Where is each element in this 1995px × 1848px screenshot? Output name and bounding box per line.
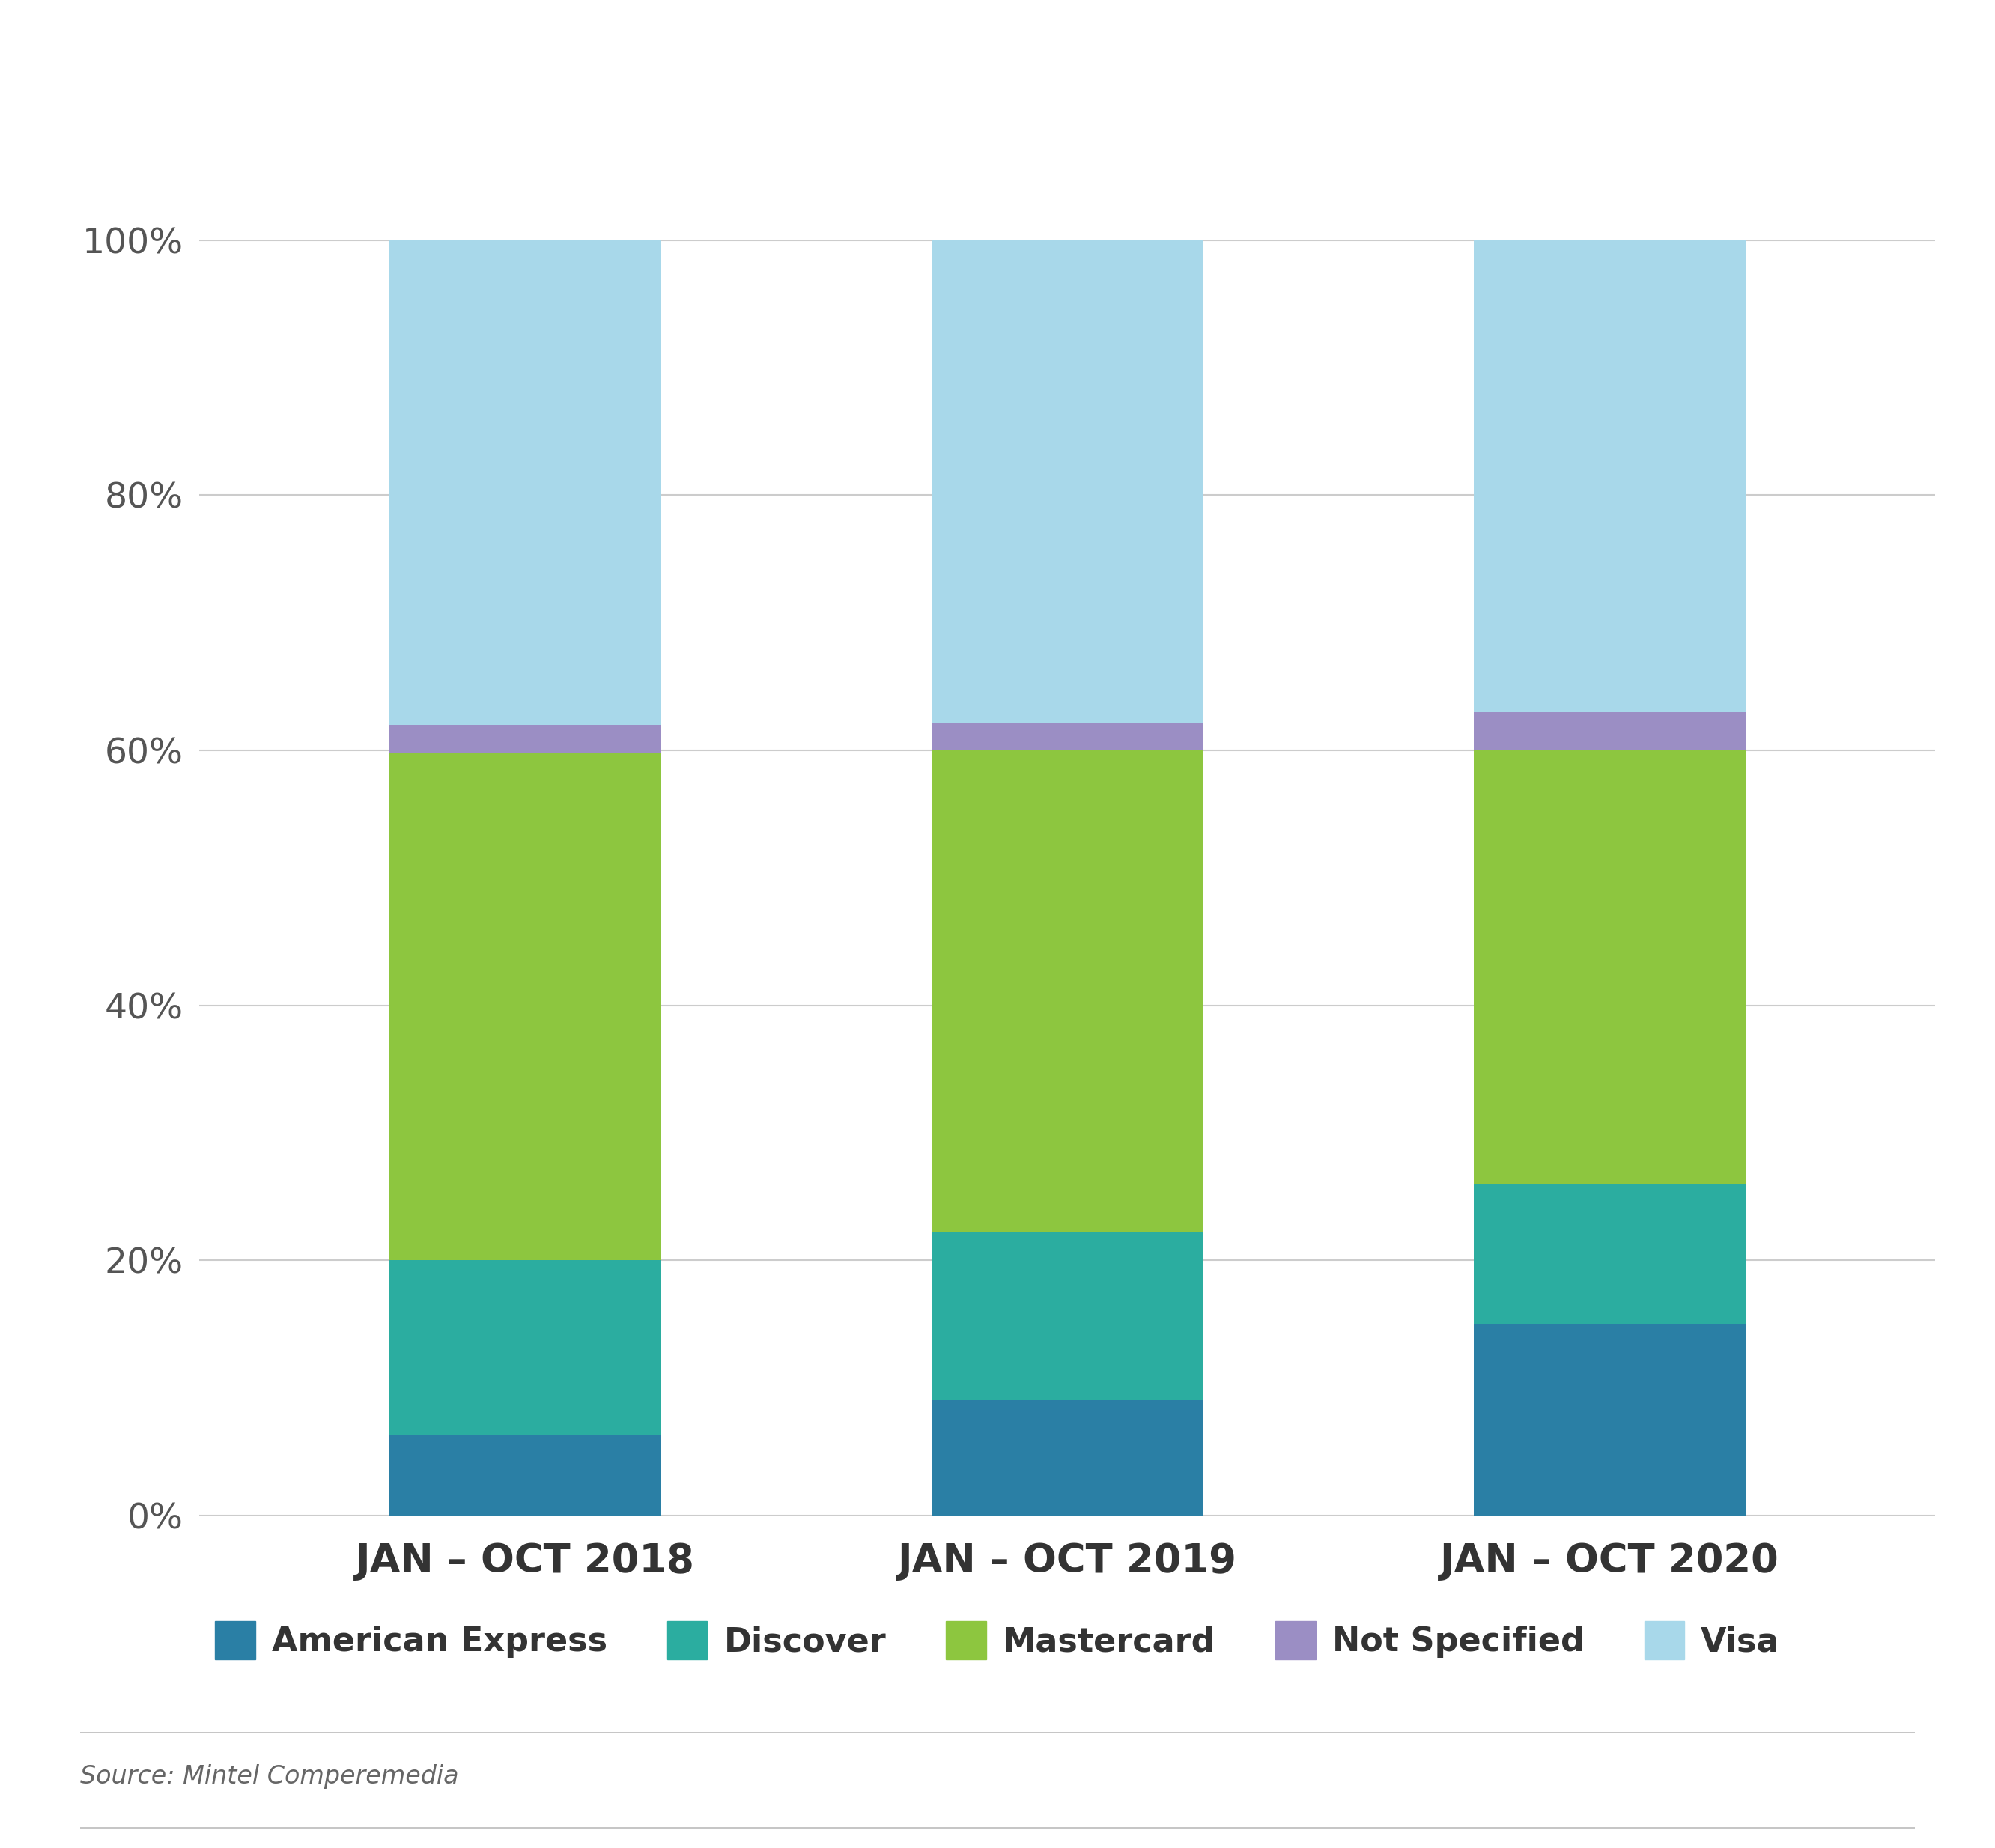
Bar <box>389 240 660 724</box>
Bar <box>932 723 1203 750</box>
Bar <box>932 240 1203 723</box>
Bar <box>1474 1185 1746 1323</box>
Bar <box>1474 1323 1746 1515</box>
Bar <box>389 1260 660 1436</box>
Bar <box>389 752 660 1260</box>
Bar <box>1474 750 1746 1185</box>
Bar <box>389 1436 660 1515</box>
Bar <box>932 1401 1203 1515</box>
Text: MAIL VOLUME BY NETWORK: MAIL VOLUME BY NETWORK <box>50 54 994 113</box>
Bar <box>932 750 1203 1233</box>
Text: Source: Mintel Comperemedia: Source: Mintel Comperemedia <box>80 1765 459 1789</box>
Bar <box>1474 240 1746 711</box>
Bar <box>1474 711 1746 750</box>
Bar <box>932 1233 1203 1401</box>
Legend: American Express, Discover, Mastercard, Not Specified, Visa: American Express, Discover, Mastercard, … <box>201 1608 1794 1672</box>
Bar <box>389 724 660 752</box>
